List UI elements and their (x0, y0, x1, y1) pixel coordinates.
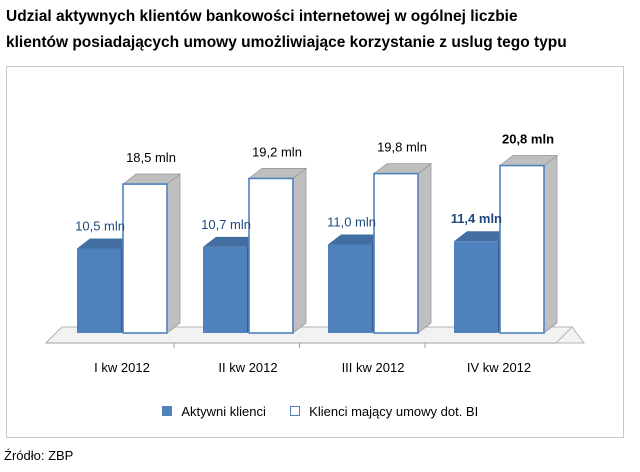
chart-frame (6, 66, 624, 438)
bar-front (122, 183, 168, 334)
bar-front (373, 172, 419, 334)
data-label-active-2: 10,7 mln (201, 217, 251, 232)
chart-floor (44, 326, 585, 344)
bar-contracts-3 (372, 162, 433, 334)
bar-contracts-1 (121, 173, 182, 334)
bar-front (328, 244, 372, 333)
bar-chart: 10,5 mln 18,5 mln 10,7 mln 19,2 mln 11,0 mln… (44, 132, 585, 375)
chart-title-line-2: klientów posiadających umowy umożliwiają… (6, 34, 567, 51)
legend-item-clients-with-contracts: Klienci mający umowy dot. BI (289, 403, 479, 419)
data-label-active-1: 10,5 mln (75, 218, 125, 233)
bar-top (328, 234, 385, 245)
bar-top (77, 238, 134, 249)
bar-side (292, 167, 307, 334)
category-axis: I kw 2012 II kw 2012 III kw 2012 IV kw 2012 (94, 343, 531, 375)
bar-front (499, 164, 545, 334)
bar-side (417, 162, 432, 334)
data-label-group: 10,5 mln 18,5 mln 10,7 mln 19,2 mln 11,0 mln… (75, 132, 554, 234)
data-label-contracts-4: 20,8 mln (502, 132, 554, 147)
category-label-4: IV kw 2012 (467, 360, 531, 375)
legend-label-active-clients: Aktywni klienci (181, 403, 266, 419)
bar-front (77, 248, 121, 333)
legend-item-active-clients: Aktywni klienci (161, 403, 266, 419)
bar-group (77, 154, 559, 334)
bar-front (248, 177, 294, 334)
legend-swatch-active-clients (161, 406, 172, 417)
legend-swatch-clients-with-contracts (289, 406, 300, 417)
bar-front (454, 241, 498, 333)
bar-front (203, 246, 247, 333)
data-label-active-4: 11,4 mln (451, 211, 502, 226)
data-label-contracts-2: 19,2 mln (252, 144, 302, 159)
bar-contracts-2 (247, 167, 308, 334)
bar-contracts-4 (498, 154, 559, 334)
chart-title: Udzial aktywnych klientów bankowości int… (6, 4, 638, 56)
category-label-2: II kw 2012 (218, 360, 277, 375)
data-label-contracts-3: 19,8 mln (377, 140, 427, 155)
chart-title-line-1: Udzial aktywnych klientów bankowości int… (6, 8, 518, 25)
data-label-contracts-1: 18,5 mln (126, 150, 176, 165)
data-label-active-3: 11,0 mln (327, 214, 376, 229)
bar-side (166, 173, 181, 334)
source-note: Źródło: ZBP (4, 448, 74, 463)
legend: Aktywni klienci Klienci mający umowy dot… (0, 402, 640, 419)
category-label-3: III kw 2012 (342, 360, 405, 375)
bar-side (543, 154, 558, 334)
bar-top (203, 236, 260, 247)
bar-top (454, 231, 511, 242)
category-label-1: I kw 2012 (94, 360, 150, 375)
legend-label-clients-with-contracts: Klienci mający umowy dot. BI (309, 403, 479, 419)
